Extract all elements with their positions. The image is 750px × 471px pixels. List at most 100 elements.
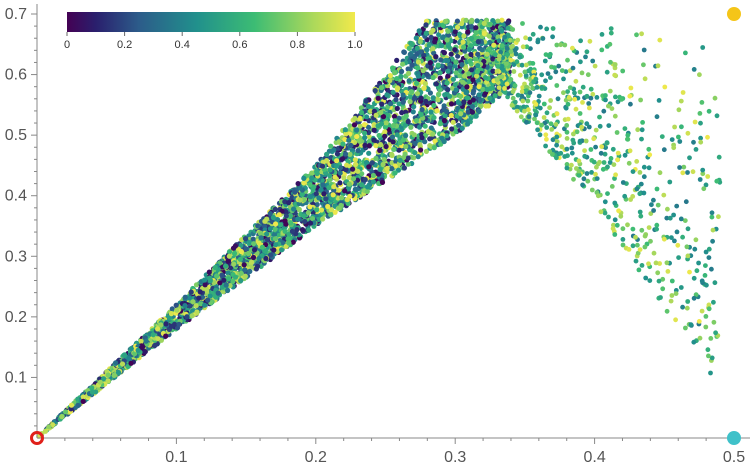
data-point [271, 247, 277, 253]
data-point [712, 95, 718, 101]
data-point [314, 170, 320, 177]
data-point [580, 100, 585, 105]
data-point [563, 69, 569, 74]
data-point [330, 192, 336, 198]
data-point [540, 36, 546, 41]
data-point [630, 243, 636, 249]
data-point [699, 308, 705, 314]
data-point [366, 103, 372, 110]
data-point [334, 163, 340, 169]
data-point [499, 43, 505, 48]
data-point [565, 116, 571, 122]
data-point [255, 263, 261, 269]
data-point [684, 305, 690, 311]
data-point [570, 45, 575, 51]
data-point [394, 105, 400, 112]
data-point [282, 228, 288, 234]
data-point [648, 211, 654, 217]
data-point [627, 93, 633, 99]
data-point [424, 71, 430, 77]
data-point [492, 93, 498, 99]
data-point [406, 45, 412, 52]
data-point [378, 109, 384, 116]
data-point [481, 30, 487, 37]
data-point [525, 98, 531, 104]
data-point [604, 69, 610, 75]
data-point [337, 170, 343, 176]
data-point [352, 115, 358, 121]
data-point [412, 95, 418, 101]
data-point [172, 321, 178, 327]
data-point [445, 28, 451, 34]
data-point [440, 35, 446, 41]
data-point [350, 176, 357, 182]
data-point [232, 243, 238, 249]
data-point [710, 227, 716, 233]
data-point [46, 424, 52, 430]
data-point [578, 38, 583, 44]
data-point [709, 214, 715, 220]
data-point [680, 234, 685, 240]
data-point [691, 67, 697, 72]
data-point [414, 45, 420, 51]
data-point [238, 249, 244, 255]
data-point [465, 109, 471, 115]
data-point [571, 131, 576, 137]
data-point [461, 73, 468, 79]
data-point [231, 261, 237, 267]
data-point [661, 236, 667, 242]
x-tick-label: 0.4 [583, 449, 605, 466]
data-point [428, 125, 434, 131]
data-point [494, 77, 500, 83]
data-point [612, 217, 618, 223]
data-point [372, 88, 378, 94]
data-point [696, 319, 702, 324]
data-points [36, 17, 723, 439]
data-point [158, 322, 164, 328]
data-point [699, 100, 705, 105]
data-point [168, 311, 174, 317]
y-tick-label: 0.5 [5, 127, 27, 144]
data-point [272, 206, 278, 212]
data-point [688, 322, 694, 327]
data-point [647, 152, 653, 158]
data-point [450, 76, 456, 82]
data-point [709, 210, 715, 216]
marker-top-right [727, 7, 741, 21]
data-point [667, 179, 673, 185]
data-point [314, 207, 320, 213]
data-point [576, 168, 582, 174]
data-point [337, 165, 344, 171]
data-point [484, 51, 490, 57]
data-point [452, 82, 458, 88]
data-point [602, 151, 608, 157]
data-point [562, 126, 567, 132]
data-point [403, 109, 409, 115]
data-point [463, 17, 469, 23]
data-point [558, 42, 564, 48]
data-point [307, 182, 313, 188]
data-point [327, 176, 333, 182]
data-point [362, 177, 368, 183]
data-point [577, 89, 583, 95]
data-point [502, 86, 507, 91]
data-point [143, 338, 149, 344]
data-point [588, 86, 594, 92]
data-point [320, 216, 326, 222]
data-point [264, 231, 270, 237]
data-point [184, 314, 190, 320]
data-point [370, 172, 377, 179]
data-point [457, 73, 463, 79]
data-point [661, 147, 667, 153]
data-point [496, 38, 502, 44]
data-point [640, 120, 645, 125]
data-point [418, 95, 424, 101]
data-point [239, 237, 245, 243]
data-point [417, 49, 423, 55]
data-point [339, 156, 346, 162]
data-point [574, 129, 580, 135]
data-point [660, 286, 666, 292]
data-point [609, 184, 615, 189]
data-point [373, 143, 379, 149]
data-point [608, 26, 614, 31]
